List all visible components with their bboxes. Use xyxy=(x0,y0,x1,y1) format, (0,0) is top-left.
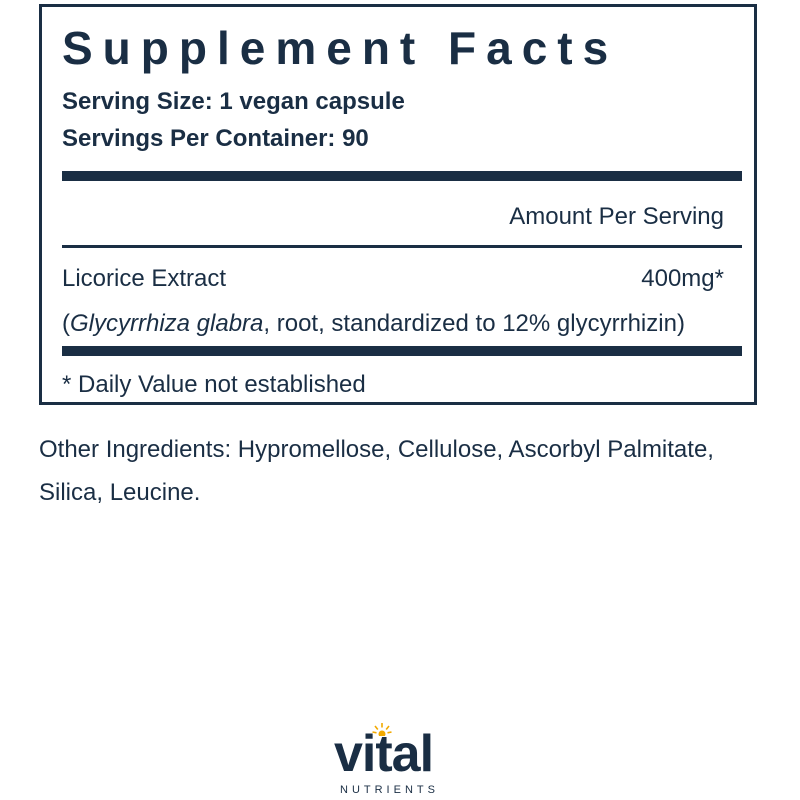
brand-logo: vital NUTRIENTS xyxy=(330,723,475,800)
supplement-facts-panel: Supplement Facts Serving Size: 1 vegan c… xyxy=(39,4,757,405)
ingredient-name: Licorice Extract xyxy=(62,265,227,292)
thick-divider xyxy=(62,171,742,181)
amount-per-serving-header: Amount Per Serving xyxy=(509,203,724,230)
sun-icon xyxy=(372,723,392,736)
thin-divider xyxy=(62,245,742,248)
footnote: * Daily Value not established xyxy=(62,371,366,398)
ingredient-description: (Glycyrrhiza glabra, root, standardized … xyxy=(62,312,685,336)
other-ingredients: Other Ingredients: Hypromellose, Cellulo… xyxy=(39,436,714,506)
panel-title: Supplement Facts xyxy=(62,22,619,74)
thick-divider-bottom xyxy=(62,346,742,356)
latin-name: Glycyrrhiza glabra xyxy=(70,310,264,337)
servings-per-container: Servings Per Container: 90 xyxy=(62,125,369,152)
ingredient-amount: 400mg* xyxy=(641,265,724,292)
logo-wordmark: vital xyxy=(334,725,434,783)
desc-open: ( xyxy=(62,310,70,337)
serving-size: Serving Size: 1 vegan capsule xyxy=(62,88,405,115)
desc-rest: , root, standardized to 12% glycyrrhizin… xyxy=(263,310,685,337)
logo-subtitle: NUTRIENTS xyxy=(340,784,439,796)
